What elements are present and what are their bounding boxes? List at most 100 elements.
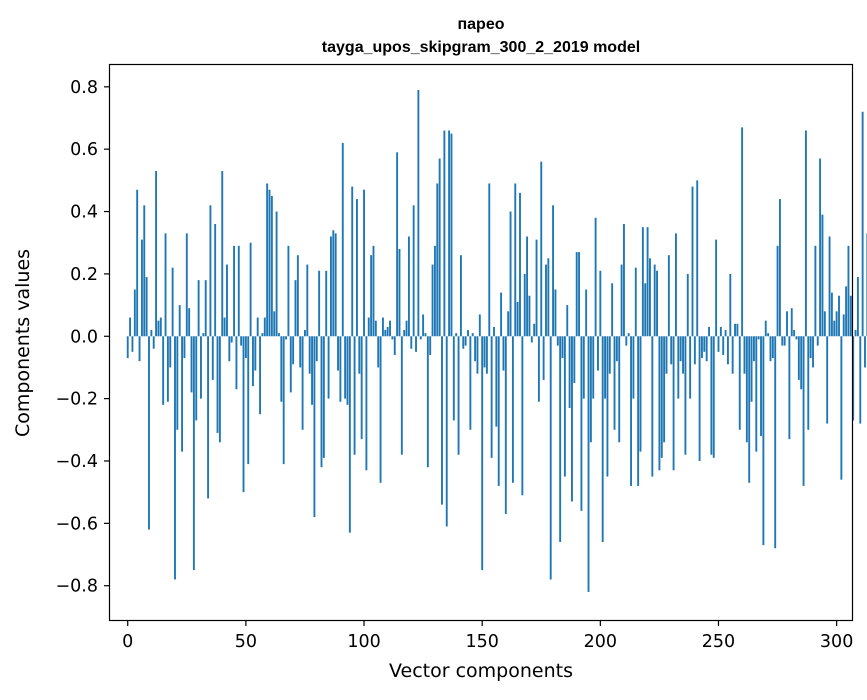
bar-295 <box>823 311 826 337</box>
x-tick-label: 150 <box>465 632 498 652</box>
bar-83 <box>322 336 325 458</box>
bar-78 <box>311 336 313 405</box>
bar-173 <box>535 239 538 337</box>
bar-94 <box>348 336 351 533</box>
bar-121 <box>412 205 415 337</box>
bar-20 <box>174 336 176 580</box>
bar-251 <box>719 326 722 337</box>
chart-title-line-1: парео <box>457 16 504 33</box>
bar-279 <box>786 311 788 337</box>
y-tick-label: 0.4 <box>70 203 98 223</box>
bar-142 <box>462 336 465 349</box>
bar-179 <box>549 336 552 580</box>
bar-114 <box>396 152 399 337</box>
bar-184 <box>561 336 564 359</box>
bar-49 <box>242 336 245 493</box>
bar-302 <box>840 336 843 480</box>
bar-278 <box>783 336 786 346</box>
bar-172 <box>533 323 536 337</box>
bar-298 <box>830 292 833 337</box>
y-tick-label: −0.4 <box>56 452 99 472</box>
bar-233 <box>677 336 680 399</box>
bar-266 <box>755 336 758 452</box>
bar-175 <box>540 161 543 337</box>
bar-3 <box>133 289 136 337</box>
bar-169 <box>526 236 529 337</box>
bar-304 <box>845 286 848 337</box>
bar-259 <box>738 336 741 430</box>
bar-280 <box>788 336 791 440</box>
bar-141 <box>459 255 462 337</box>
bar-193 <box>582 336 585 399</box>
bar-39 <box>218 336 221 443</box>
bar-128 <box>429 336 432 355</box>
bar-273 <box>771 336 774 359</box>
bar-258 <box>736 323 739 337</box>
bar-185 <box>563 336 566 477</box>
bar-129 <box>431 264 434 337</box>
bar-267 <box>757 336 760 340</box>
bar-16 <box>164 233 167 337</box>
bar-268 <box>760 336 762 437</box>
bar-91 <box>341 142 344 337</box>
bar-28 <box>192 336 195 571</box>
bar-47 <box>237 245 240 337</box>
bar-89 <box>337 336 339 371</box>
bar-240 <box>693 336 696 365</box>
bar-301 <box>838 295 840 337</box>
bar-210 <box>623 224 625 337</box>
x-axis-label: Vector components <box>389 660 573 682</box>
bar-177 <box>545 264 547 337</box>
bar-305 <box>847 245 850 337</box>
bar-14 <box>159 317 162 337</box>
bar-228 <box>665 336 668 374</box>
bar-237 <box>686 273 689 337</box>
bar-40 <box>221 171 224 337</box>
bar-230 <box>670 336 673 365</box>
bar-115 <box>398 248 401 337</box>
bar-303 <box>842 314 845 337</box>
bar-204 <box>608 336 611 374</box>
bar-183 <box>559 336 562 543</box>
bar-248 <box>712 336 715 458</box>
bar-82 <box>320 336 323 468</box>
bar-231 <box>672 336 675 471</box>
bar-256 <box>731 336 734 374</box>
bar-188 <box>571 336 573 502</box>
bar-257 <box>734 323 736 337</box>
y-tick-label: −0.8 <box>56 577 99 597</box>
bar-217 <box>639 336 642 452</box>
bar-23 <box>181 336 184 452</box>
bar-118 <box>405 320 408 337</box>
bar-145 <box>469 336 472 430</box>
bar-2 <box>131 336 134 352</box>
bar-191 <box>578 252 581 337</box>
bar-232 <box>675 233 677 337</box>
bar-307 <box>852 336 855 421</box>
bar-67 <box>285 336 287 340</box>
bar-187 <box>568 336 571 408</box>
bar-220 <box>646 227 649 337</box>
bar-70 <box>292 336 295 365</box>
bar-223 <box>653 264 656 337</box>
bar-243 <box>701 336 703 359</box>
bar-224 <box>656 270 658 337</box>
bar-0 <box>126 336 129 359</box>
y-axis-ticks: −0.8 −0.6 −0.4 −0.2 0.0 0.2 0.4 0.6 0.8 <box>56 78 110 597</box>
bar-84 <box>325 270 328 337</box>
bar-261 <box>743 336 746 374</box>
bar-239 <box>691 186 694 337</box>
bar-58 <box>263 317 266 337</box>
bar-44 <box>230 336 233 343</box>
bar-192 <box>580 336 583 511</box>
x-axis-ticks: 0 50 100 150 200 250 300 <box>122 620 853 652</box>
bar-54 <box>254 336 257 371</box>
bar-series <box>126 89 867 592</box>
bar-80 <box>315 336 318 362</box>
bar-88 <box>334 233 337 337</box>
bar-162 <box>509 211 512 337</box>
bar-300 <box>835 311 838 337</box>
bar-225 <box>658 336 661 471</box>
bar-98 <box>358 336 361 374</box>
bar-151 <box>483 336 486 368</box>
